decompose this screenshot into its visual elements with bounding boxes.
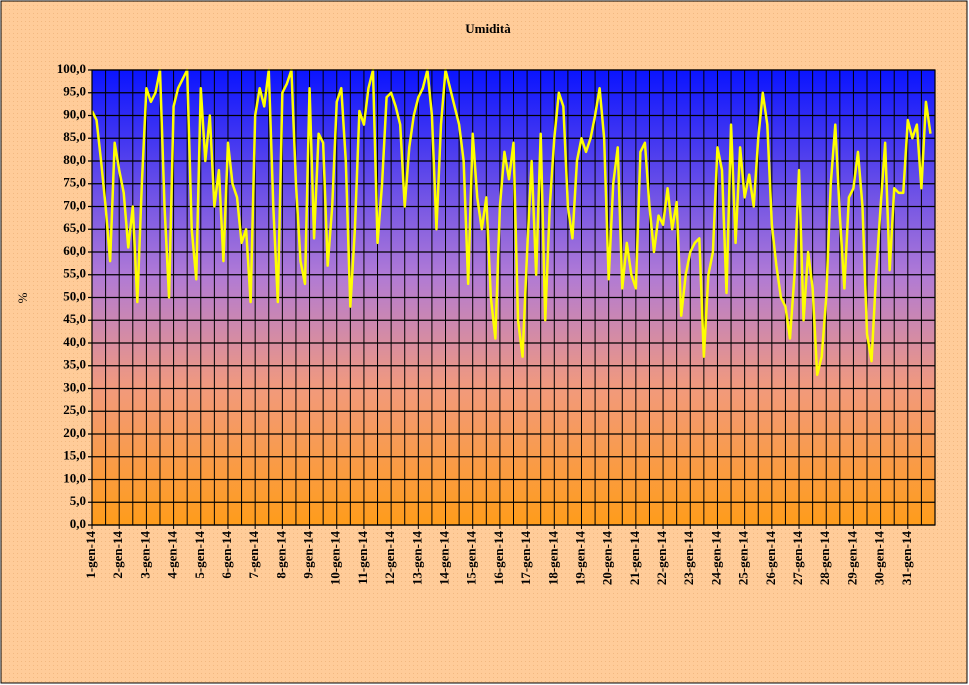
y-tick-label: 70,0: [63, 197, 86, 212]
x-tick-label: 9-gen-14: [301, 531, 316, 579]
x-tick-label: 10-gen-14: [328, 531, 343, 586]
x-tick-label: 5-gen-14: [192, 531, 207, 579]
y-tick-label: 45,0: [63, 311, 86, 326]
x-tick-label: 20-gen-14: [600, 531, 615, 586]
y-tick-label: 75,0: [63, 175, 86, 190]
x-tick-label: 31-gen-14: [899, 531, 914, 586]
x-tick-label: 27-gen-14: [790, 531, 805, 586]
x-tick-label: 17-gen-14: [518, 531, 533, 586]
x-tick-label: 2-gen-14: [110, 531, 125, 579]
y-tick-label: 40,0: [63, 334, 86, 349]
y-tick-label: 5,0: [70, 493, 86, 508]
x-tick-label: 7-gen-14: [246, 531, 261, 579]
y-tick-label: 15,0: [63, 448, 86, 463]
y-tick-label: 25,0: [63, 402, 86, 417]
x-tick-label: 18-gen-14: [545, 531, 560, 586]
y-axis-label: %: [15, 292, 30, 303]
y-tick-label: 95,0: [63, 84, 86, 99]
x-tick-label: 8-gen-14: [273, 531, 288, 579]
y-tick-label: 55,0: [63, 266, 86, 281]
x-tick-label: 6-gen-14: [219, 531, 234, 579]
x-tick-label: 25-gen-14: [736, 531, 751, 586]
y-tick-label: 80,0: [63, 152, 86, 167]
x-tick-label: 11-gen-14: [355, 531, 370, 585]
x-tick-label: 21-gen-14: [627, 531, 642, 586]
y-tick-label: 35,0: [63, 357, 86, 372]
x-tick-label: 30-gen-14: [872, 531, 887, 586]
x-tick-label: 16-gen-14: [491, 531, 506, 586]
y-tick-label: 0,0: [70, 516, 86, 531]
y-tick-label: 30,0: [63, 379, 86, 394]
x-tick-label: 22-gen-14: [654, 531, 669, 586]
plot-border: [91, 69, 936, 526]
x-tick-label: 26-gen-14: [763, 531, 778, 586]
x-tick-label: 19-gen-14: [572, 531, 587, 586]
x-tick-label: 23-gen-14: [681, 531, 696, 586]
y-tick-label: 20,0: [63, 425, 86, 440]
x-tick-label: 1-gen-14: [83, 531, 98, 579]
y-tick-label: 85,0: [63, 129, 86, 144]
y-tick-label: 10,0: [63, 470, 86, 485]
x-tick-label: 15-gen-14: [464, 531, 479, 586]
x-tick-label: 29-gen-14: [844, 531, 859, 586]
data-line: [90, 68, 932, 377]
x-tick-label: 12-gen-14: [382, 531, 397, 586]
y-tick-label: 60,0: [63, 243, 86, 258]
x-tick-label: 3-gen-14: [137, 531, 152, 579]
x-tick-label: 14-gen-14: [437, 531, 452, 586]
y-tick-label: 50,0: [63, 288, 86, 303]
chart-title: Umidità: [465, 21, 511, 36]
x-tick-label: 13-gen-14: [409, 531, 424, 586]
y-tick-label: 65,0: [63, 220, 86, 235]
y-tick-label: 90,0: [63, 106, 86, 121]
x-tick-label: 24-gen-14: [708, 531, 723, 586]
x-tick-label: 4-gen-14: [165, 531, 180, 579]
y-tick-label: 100,0: [57, 61, 86, 76]
x-tick-label: 28-gen-14: [817, 531, 832, 586]
